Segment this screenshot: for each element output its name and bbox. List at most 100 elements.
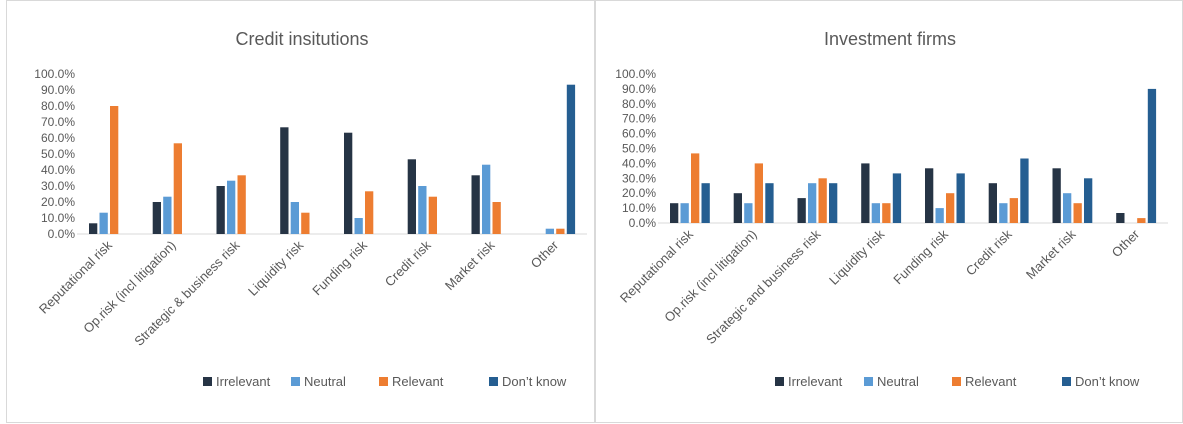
bar-relevant-funding-risk xyxy=(946,193,955,223)
legend-swatch-relevant xyxy=(379,377,388,386)
bar-relevant-op-risk-incl-litigation xyxy=(754,163,763,223)
bar-relevant-market-risk xyxy=(492,202,501,234)
y-tick-label: 80.0% xyxy=(41,99,75,113)
chart-title: Investment firms xyxy=(824,29,956,49)
legend-swatch-don-t-know xyxy=(489,377,498,386)
bar-don-t-know-other xyxy=(1147,88,1157,224)
y-tick-label: 20.0% xyxy=(622,186,656,200)
legend-swatch-irrelevant xyxy=(775,377,784,386)
legend-label-irrelevant: Irrelevant xyxy=(216,374,271,389)
y-tick-label: 60.0% xyxy=(622,127,656,141)
y-tick-label: 90.0% xyxy=(41,83,75,97)
bar-neutral-strategic-business-risk xyxy=(227,180,236,234)
bar-neutral-funding-risk xyxy=(935,208,944,223)
bar-irrelevant-credit-risk xyxy=(407,159,416,234)
legend-label-don-t-know: Don’t know xyxy=(502,374,567,389)
bar-relevant-strategic-and-business-risk xyxy=(818,178,827,223)
bar-irrelevant-market-risk xyxy=(1052,168,1061,223)
chart-title: Credit insitutions xyxy=(235,29,368,49)
y-tick-label: 40.0% xyxy=(41,163,75,177)
bar-neutral-liquidity-risk xyxy=(871,203,880,223)
bar-relevant-funding-risk xyxy=(365,191,374,234)
category-label-credit-risk: Credit risk xyxy=(963,226,1015,278)
legend-swatch-neutral xyxy=(291,377,300,386)
bar-neutral-funding-risk xyxy=(354,218,363,234)
bar-irrelevant-reputational-risk xyxy=(670,203,679,223)
bar-don-t-know-credit-risk xyxy=(1020,158,1029,223)
bar-don-t-know-liquidity-risk xyxy=(892,173,902,223)
category-label-strategic-and-business-risk: Strategic and business risk xyxy=(703,226,824,347)
bar-neutral-market-risk xyxy=(1063,193,1072,223)
investment-firms-chart: Investment firms 0.0%10.0%20.0%30.0%40.0%… xyxy=(615,29,1168,389)
bar-neutral-strategic-and-business-risk xyxy=(808,183,817,223)
y-tick-label: 30.0% xyxy=(41,179,75,193)
category-label-funding-risk: Funding risk xyxy=(890,226,951,287)
legend-swatch-don-t-know xyxy=(1062,377,1071,386)
bar-relevant-strategic-business-risk xyxy=(237,175,246,234)
y-tick-label: 10.0% xyxy=(622,201,656,215)
category-label-liquidity-risk: Liquidity risk xyxy=(245,237,307,299)
legend-label-don-t-know: Don’t know xyxy=(1075,374,1140,389)
bar-irrelevant-op-risk-incl-litigation xyxy=(152,202,161,234)
bar-don-t-know-market-risk xyxy=(1084,178,1093,223)
y-tick-label: 90.0% xyxy=(622,82,656,96)
bar-relevant-other xyxy=(556,228,565,234)
bar-irrelevant-liquidity-risk xyxy=(861,163,870,223)
bar-irrelevant-strategic-and-business-risk xyxy=(797,198,806,223)
y-tick-label: 10.0% xyxy=(41,211,75,225)
category-label-market-risk: Market risk xyxy=(442,237,498,293)
legend-label-neutral: Neutral xyxy=(877,374,919,389)
y-tick-label: 70.0% xyxy=(41,115,75,129)
bar-irrelevant-funding-risk xyxy=(344,132,353,234)
category-label-other: Other xyxy=(1109,226,1143,260)
bar-neutral-other xyxy=(545,228,554,234)
bar-don-t-know-funding-risk xyxy=(956,173,965,223)
bar-relevant-other xyxy=(1137,218,1146,223)
bar-irrelevant-credit-risk xyxy=(988,183,997,223)
legend-label-relevant: Relevant xyxy=(392,374,444,389)
bar-irrelevant-funding-risk xyxy=(925,168,934,223)
bar-neutral-liquidity-risk xyxy=(290,202,299,234)
y-tick-label: 70.0% xyxy=(622,112,656,126)
legend-label-neutral: Neutral xyxy=(304,374,346,389)
y-tick-label: 60.0% xyxy=(41,131,75,145)
bar-relevant-reputational-risk xyxy=(691,153,700,223)
bar-neutral-op-risk-incl-litigation xyxy=(744,203,753,223)
bar-relevant-liquidity-risk xyxy=(301,212,310,234)
y-tick-label: 0.0% xyxy=(629,216,657,230)
category-label-strategic-business-risk: Strategic & business risk xyxy=(131,237,243,349)
bar-don-t-know-other xyxy=(566,84,576,234)
investment-firms-chart-panel: Investment firms 0.0% 10.0% 20.0% 30.0% 40.0%… xyxy=(595,0,1183,423)
bar-neutral-op-risk-incl-litigation xyxy=(163,196,172,234)
category-label-credit-risk: Credit risk xyxy=(382,237,434,289)
bar-irrelevant-market-risk xyxy=(471,175,480,234)
y-tick-label: 20.0% xyxy=(41,195,75,209)
y-tick-label: 100.0% xyxy=(615,67,656,81)
credit-institutions-chart: Credit insitutions 0.0% 10.0% 20.0% 30.0% 40.… xyxy=(34,29,587,389)
bar-irrelevant-other xyxy=(1116,213,1125,223)
bar-neutral-credit-risk xyxy=(999,203,1008,223)
bar-don-t-know-reputational-risk xyxy=(701,183,710,223)
bar-relevant-op-risk-incl-litigation xyxy=(173,143,182,234)
category-label-other: Other xyxy=(528,237,562,271)
y-tick-label: 50.0% xyxy=(41,147,75,161)
bar-relevant-credit-risk xyxy=(428,196,437,234)
bar-neutral-reputational-risk xyxy=(99,212,108,234)
bar-relevant-reputational-risk xyxy=(110,106,119,234)
y-tick-label: 30.0% xyxy=(622,171,656,185)
legend-swatch-relevant xyxy=(952,377,961,386)
legend-swatch-neutral xyxy=(864,377,873,386)
bar-don-t-know-op-risk-incl-litigation xyxy=(765,183,774,223)
bar-neutral-reputational-risk xyxy=(680,203,689,223)
bar-neutral-market-risk xyxy=(482,164,491,234)
bar-irrelevant-reputational-risk xyxy=(89,223,98,234)
legend-label-irrelevant: Irrelevant xyxy=(788,374,843,389)
y-tick-label: 40.0% xyxy=(622,156,656,170)
legend-swatch-irrelevant xyxy=(203,377,212,386)
y-tick-label: 80.0% xyxy=(622,97,656,111)
bar-don-t-know-strategic-and-business-risk xyxy=(829,183,838,223)
credit-institutions-chart-panel: Credit insitutions 0.0% 10.0% 20.0% 30.0% 40.… xyxy=(6,0,595,423)
bar-relevant-market-risk xyxy=(1073,203,1082,223)
bar-neutral-credit-risk xyxy=(418,186,427,234)
